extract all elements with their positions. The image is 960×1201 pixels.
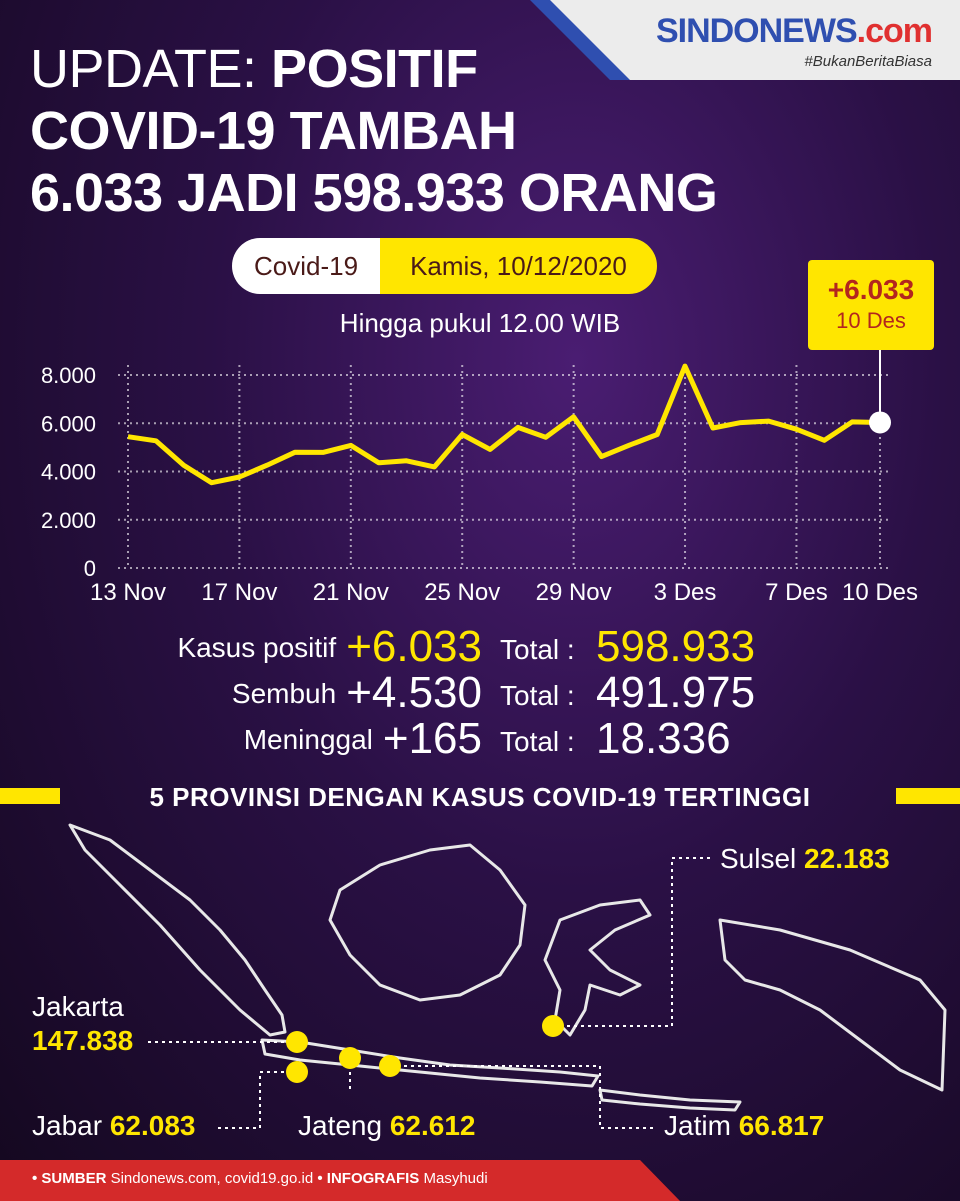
x-tick-label: 29 Nov [536,579,612,606]
brand-banner [530,0,960,80]
x-tick-label: 13 Nov [90,579,166,606]
stat-row: Sembuh +4.530 Total : 491.975 [0,668,960,717]
y-tick-label: 6.000 [41,411,96,436]
date-pill: Covid-19 Kamis, 10/12/2020 [232,238,657,294]
pill-date: Kamis, 10/12/2020 [380,238,657,294]
title-update: UPDATE: [30,39,257,99]
stats-panel: Kasus positif +6.033 Total : 598.933 Sembuh +… [0,622,960,772]
java-island [260,1038,600,1088]
stat-total-label: Total : [500,680,575,711]
jatim-leader [390,1065,655,1129]
section-bar-left [0,788,60,804]
borneo-island [328,843,527,1002]
sulsel-leader [553,857,712,1027]
y-tick-label: 0 [84,556,96,581]
jakarta-marker [286,1031,308,1053]
stat-delta: +165 [382,714,482,763]
stat-delta: +6.033 [346,622,482,671]
jateng-marker [339,1047,361,1069]
x-tick-label: 10 Des [842,579,918,606]
jabar-marker [286,1061,308,1083]
label-jakarta: Jakarta 147.838 [32,991,134,1056]
brand-logo: SINDONEWS.com #BukanBeritaBiasa [655,12,933,70]
stat-row: Meninggal +165 Total : 18.336 [0,714,960,763]
y-tick-label: 2.000 [41,508,96,533]
indonesia-map [68,823,947,1129]
stat-label: Sembuh [231,678,337,709]
footer-credits: • SUMBER Sindonews.com, covid19.go.id • … [32,1170,488,1187]
section-title: 5 PROVINSI DENGAN KASUS COVID-19 TERTING… [149,782,811,812]
label-jatim: Jatim 66.817 [664,1110,825,1141]
stat-total-label: Total : [500,634,575,665]
title-line2: COVID-19 TAMBAH [30,101,517,161]
sumatra-island [68,823,287,1037]
stat-total-label: Total : [500,726,575,757]
callout-value: +6.033 [827,274,915,305]
y-tick-label: 4.000 [41,460,96,485]
stat-row: Kasus positif +6.033 Total : 598.933 [0,622,960,671]
label-jabar: Jabar 62.083 [32,1110,196,1141]
nusa-tenggara-islands [598,1088,742,1112]
title-positif: POSITIF [271,39,478,99]
papua-island [718,918,947,1092]
stat-total-value: 18.336 [596,714,731,763]
series-line [127,363,881,486]
section-bar-right [896,788,960,804]
stat-label: Kasus positif [177,632,337,663]
jabar-leader [218,1071,298,1129]
label-jateng: Jateng 62.612 [298,1110,476,1141]
x-tick-label: 3 Des [654,579,717,606]
callout-date: 10 Des [836,308,906,333]
stat-total-value: 598.933 [596,622,756,671]
x-tick-label: 7 Des [765,579,828,606]
sulawesi-island [543,898,652,1037]
time-subtitle: Hingga pukul 12.00 WIB [339,308,621,338]
stat-delta: +4.530 [346,668,482,717]
page-title: UPDATE: POSITIF COVID-19 TAMBAH 6.033 JA… [30,38,718,224]
label-sulsel: Sulsel 22.183 [720,843,890,874]
last-data-point [869,411,891,434]
footer-banner [0,1160,680,1201]
x-tick-label: 17 Nov [201,579,277,606]
title-line3: 6.033 JADI 598.933 ORANG [30,163,718,223]
line-chart: 0 2.000 4.000 6.000 8.000 13 Nov 17 Nov 21 Nov… [41,350,918,606]
x-tick-label: 25 Nov [424,579,500,606]
x-tick-label: 21 Nov [313,579,389,606]
jatim-marker [379,1055,401,1077]
stat-label: Meninggal [243,724,373,755]
brand-tagline: #BukanBeritaBiasa [804,53,932,70]
stat-total-value: 491.975 [596,668,756,717]
y-tick-label: 8.000 [41,363,96,388]
latest-callout: +6.033 10 Des [808,260,934,350]
sulsel-marker [542,1015,564,1037]
pill-topic: Covid-19 [232,238,381,294]
